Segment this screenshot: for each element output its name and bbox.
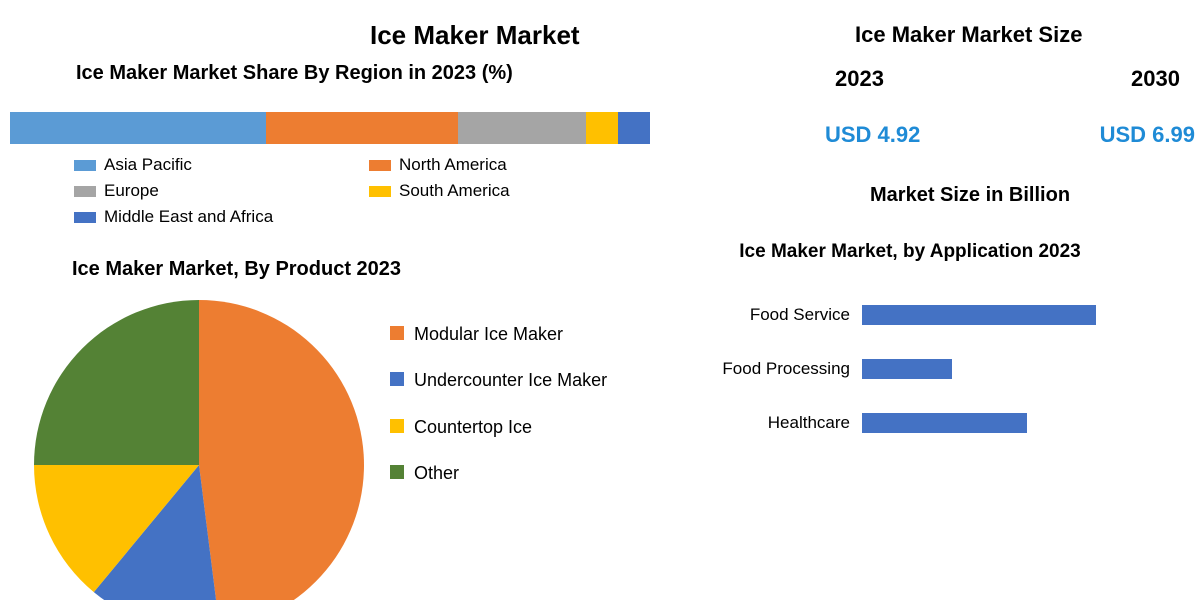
legend-swatch-icon xyxy=(390,372,404,386)
region-legend-item: Middle East and Africa xyxy=(74,204,369,230)
product-legend-label: Modular Ice Maker xyxy=(414,322,563,346)
region-share-title: Ice Maker Market Share By Region in 2023… xyxy=(76,62,513,85)
by-product-title: Ice Maker Market, By Product 2023 xyxy=(72,258,401,281)
pie-svg xyxy=(34,300,364,600)
app-bar-label: Healthcare xyxy=(680,413,862,433)
region-legend-label: Europe xyxy=(104,181,159,201)
app-bar-label: Food Processing xyxy=(680,359,862,379)
by-application-chart: Food Service Food Processing Healthcare xyxy=(680,300,1180,462)
region-share-chart xyxy=(10,112,650,144)
app-bar-label: Food Service xyxy=(680,305,862,325)
app-bar xyxy=(862,413,1027,433)
by-product-pie xyxy=(34,300,364,600)
app-bar-track xyxy=(862,359,1162,379)
market-size-year-0: 2023 xyxy=(835,66,884,92)
legend-swatch-icon xyxy=(74,212,96,223)
app-bar-row: Food Service xyxy=(680,300,1180,330)
market-size-values: USD 4.92 USD 6.99 xyxy=(825,122,1195,148)
region-legend-label: Asia Pacific xyxy=(104,155,192,175)
by-product-legend: Modular Ice Maker Undercounter Ice Maker C… xyxy=(390,322,650,507)
region-legend-item: Europe xyxy=(74,178,369,204)
region-legend-item: South America xyxy=(369,178,664,204)
app-bar-row: Healthcare xyxy=(680,408,1180,438)
region-legend-label: Middle East and Africa xyxy=(104,207,273,227)
product-legend-label: Other xyxy=(414,461,459,485)
main-title: Ice Maker Market xyxy=(370,20,580,51)
market-size-years: 2023 2030 xyxy=(835,66,1180,92)
legend-swatch-icon xyxy=(74,160,96,171)
legend-swatch-icon xyxy=(390,419,404,433)
region-share-legend: Asia Pacific North America Europe South Ame… xyxy=(74,152,664,230)
region-legend-item: North America xyxy=(369,152,664,178)
region-segment-4 xyxy=(618,112,650,144)
region-legend-label: South America xyxy=(399,181,510,201)
by-application-title: Ice Maker Market, by Application 2023 xyxy=(720,240,1100,265)
market-size-unit: Market Size in Billion xyxy=(870,184,1070,207)
market-size-value-0: USD 4.92 xyxy=(825,122,920,148)
app-bar xyxy=(862,305,1096,325)
market-size-value-1: USD 6.99 xyxy=(1100,122,1195,148)
product-legend-item: Undercounter Ice Maker xyxy=(390,368,650,392)
region-share-stackbar xyxy=(10,112,650,144)
legend-swatch-icon xyxy=(369,186,391,197)
page-root: Ice Maker Market Ice Maker Market Share … xyxy=(0,0,1200,600)
legend-swatch-icon xyxy=(390,465,404,479)
product-legend-item: Countertop Ice xyxy=(390,415,650,439)
app-bar-row: Food Processing xyxy=(680,354,1180,384)
pie-slice-0 xyxy=(199,300,364,600)
pie-slice-3 xyxy=(34,300,199,465)
legend-swatch-icon xyxy=(369,160,391,171)
product-legend-item: Modular Ice Maker xyxy=(390,322,650,346)
legend-swatch-icon xyxy=(390,326,404,340)
app-bar-track xyxy=(862,305,1162,325)
region-segment-0 xyxy=(10,112,266,144)
legend-swatch-icon xyxy=(74,186,96,197)
app-bar xyxy=(862,359,952,379)
region-segment-3 xyxy=(586,112,618,144)
region-legend-label: North America xyxy=(399,155,507,175)
product-legend-item: Other xyxy=(390,461,650,485)
app-bar-track xyxy=(862,413,1162,433)
product-legend-label: Countertop Ice xyxy=(414,415,532,439)
product-legend-label: Undercounter Ice Maker xyxy=(414,368,607,392)
region-legend-item: Asia Pacific xyxy=(74,152,369,178)
market-size-title: Ice Maker Market Size xyxy=(855,22,1082,48)
region-segment-1 xyxy=(266,112,458,144)
region-segment-2 xyxy=(458,112,586,144)
market-size-year-1: 2030 xyxy=(1131,66,1180,92)
